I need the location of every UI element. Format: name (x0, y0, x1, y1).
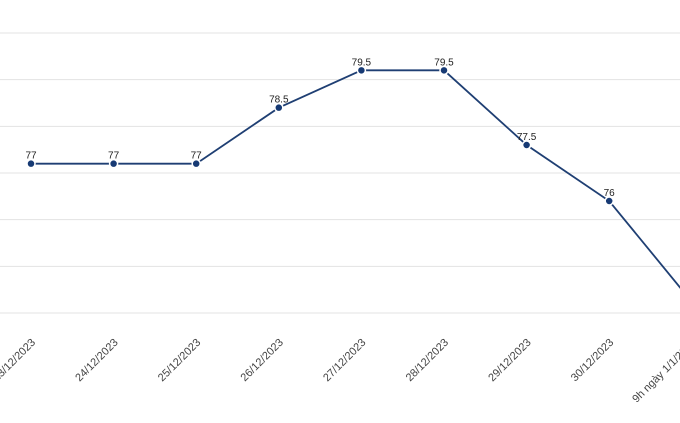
data-label: 78.5 (269, 95, 289, 106)
data-label: 79.5 (352, 57, 372, 68)
x-tick-label: 30/12/2023 (569, 337, 616, 384)
series-line (31, 69, 680, 289)
data-label: 77 (191, 151, 203, 162)
data-point (274, 102, 284, 113)
x-tick-label: 25/12/2023 (156, 337, 203, 384)
data-point (191, 158, 201, 169)
data-points (26, 65, 614, 206)
x-tick-label: 26/12/2023 (239, 337, 286, 384)
data-label: 76 (604, 188, 616, 199)
data-label: 77 (25, 151, 37, 162)
data-label: 79.5 (434, 57, 454, 68)
data-labels: 77 77 77 78.5 79.5 79.5 77.5 76 (25, 57, 615, 199)
x-tick-labels: 23/12/2023 24/12/2023 25/12/2023 26/12/2023… (0, 337, 680, 406)
x-tick-label: 9h ngày 1/1/2024 (630, 337, 680, 406)
x-tick-label: 28/12/2023 (404, 337, 451, 384)
gridlines (0, 32, 680, 314)
data-point (356, 65, 367, 76)
data-label: 77 (108, 151, 120, 162)
x-tick-label: 29/12/2023 (486, 337, 533, 384)
data-point (439, 65, 449, 76)
series-line-layer (31, 69, 680, 289)
data-point (108, 158, 119, 169)
data-point (26, 158, 36, 169)
data-label: 77.5 (517, 132, 537, 143)
x-tick-label: 23/12/2023 (0, 337, 38, 384)
data-point (521, 140, 532, 150)
x-tick-label: 24/12/2023 (73, 337, 120, 384)
data-point (604, 196, 614, 206)
x-tick-label: 27/12/2023 (321, 337, 368, 384)
